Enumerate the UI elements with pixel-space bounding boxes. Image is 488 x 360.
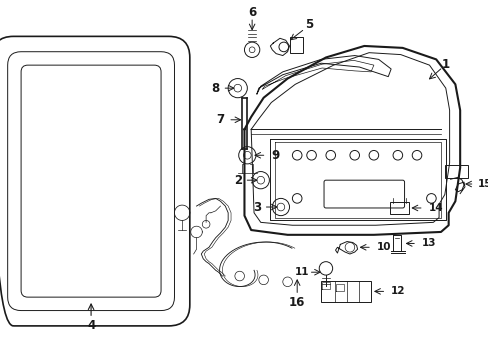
Text: 10: 10 <box>376 242 390 252</box>
Text: 1: 1 <box>441 58 449 71</box>
Text: 15: 15 <box>476 179 488 189</box>
Text: 3: 3 <box>252 201 261 213</box>
Text: 16: 16 <box>288 296 305 309</box>
Text: 2: 2 <box>233 174 242 187</box>
Text: 9: 9 <box>271 149 279 162</box>
Text: 4: 4 <box>87 319 95 332</box>
Text: 13: 13 <box>421 238 435 248</box>
Text: 11: 11 <box>294 267 308 277</box>
Text: 14: 14 <box>427 203 442 213</box>
Text: 5: 5 <box>304 18 312 31</box>
Text: 7: 7 <box>216 113 224 126</box>
Text: 12: 12 <box>390 287 405 296</box>
Text: 8: 8 <box>211 82 220 95</box>
Text: 6: 6 <box>247 6 256 19</box>
Bar <box>321 281 370 302</box>
